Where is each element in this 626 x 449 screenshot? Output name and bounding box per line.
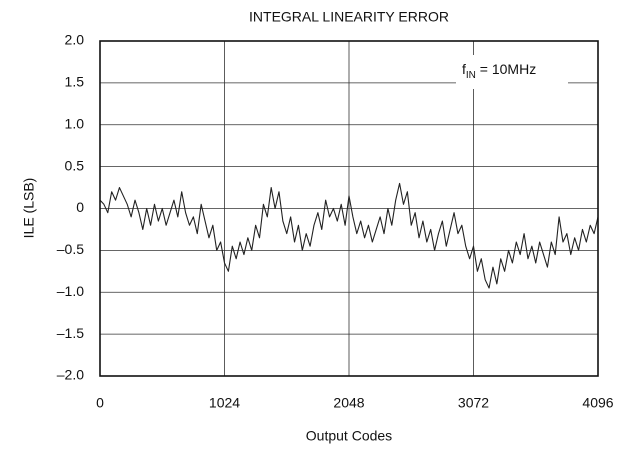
annotation-suffix: = 10MHz — [476, 61, 536, 77]
annotation: fIN = 10MHz — [462, 61, 536, 81]
plot-frame — [99, 40, 599, 377]
y-tick-label: –2.0 — [57, 367, 84, 383]
y-tick-label: 0.5 — [65, 157, 85, 173]
y-tick-label: –1.0 — [57, 283, 84, 299]
chart-title: INTEGRAL LINEARITY ERROR — [249, 9, 449, 25]
annotation-subscript: IN — [466, 70, 476, 81]
annotation-text: f — [462, 61, 466, 77]
x-tick-label: 2048 — [333, 395, 364, 411]
x-tick-label: 0 — [96, 395, 104, 411]
y-tick-label: –0.5 — [57, 241, 84, 257]
data-line — [99, 182, 599, 289]
x-tick-label: 1024 — [209, 395, 240, 411]
y-tick-label: 1.5 — [65, 74, 85, 90]
y-tick-label: 1.0 — [65, 115, 85, 131]
x-tick-label: 4096 — [582, 395, 613, 411]
x-tick-label: 3072 — [458, 395, 489, 411]
y-tick-label: 0 — [76, 199, 84, 215]
y-axis-label: ILE (LSB) — [21, 178, 37, 239]
y-tick-label: 2.0 — [65, 32, 85, 48]
y-tick-label: –1.5 — [57, 325, 84, 341]
annotation-background — [456, 55, 568, 89]
x-axis-label: Output Codes — [306, 428, 392, 444]
